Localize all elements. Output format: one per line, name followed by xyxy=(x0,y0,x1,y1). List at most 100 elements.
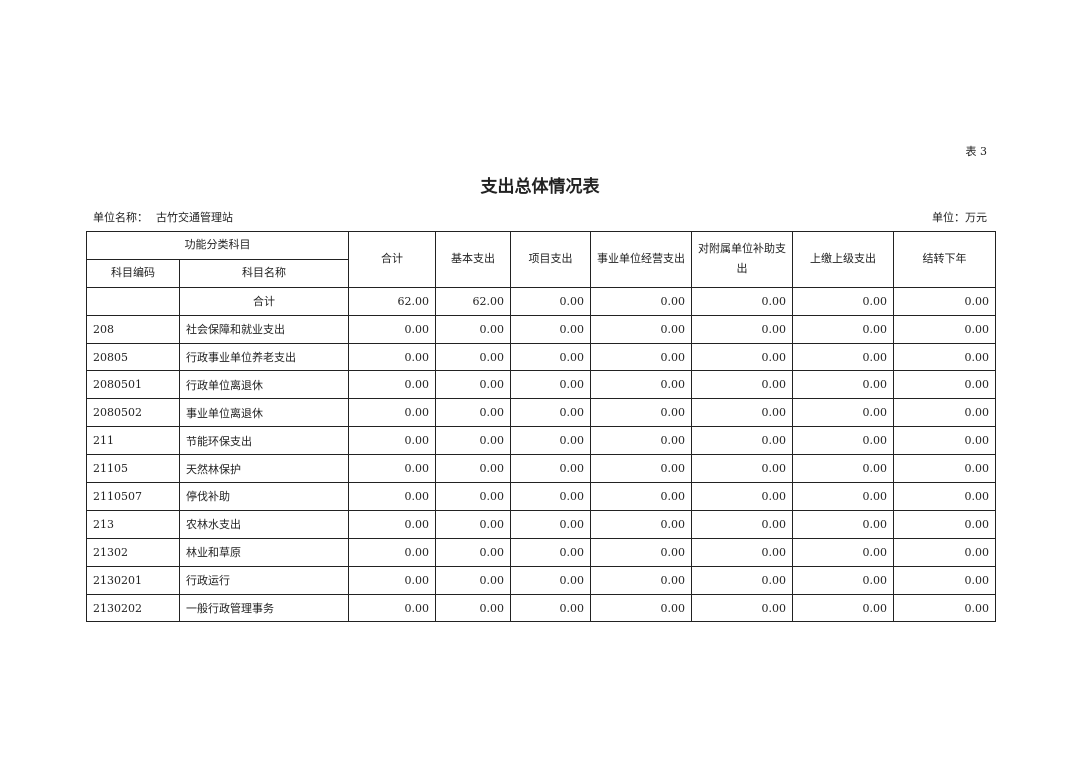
cell-value: 0.00 xyxy=(590,482,692,511)
cell-code: 2130201 xyxy=(86,565,180,595)
cell-value: 0.00 xyxy=(348,482,436,511)
cell-value: 0.00 xyxy=(893,482,996,511)
cell-value: 0.00 xyxy=(510,426,591,456)
cell-value: 0.00 xyxy=(435,426,511,456)
cell-value: 0.00 xyxy=(691,509,793,539)
unit-name: 古竹交通管理站 xyxy=(156,211,233,224)
cell-value: 0.00 xyxy=(691,426,793,456)
cell-value: 0.00 xyxy=(691,482,793,511)
cell-value: 0.00 xyxy=(510,314,591,344)
table-row: 208 社会保障和就业支出 0.00 0.00 0.00 0.00 0.00 0.00 0.00 xyxy=(86,314,996,344)
currency-unit: 单位：万元 xyxy=(932,211,987,224)
cell-code: 2130202 xyxy=(86,593,180,623)
cell-name: 社会保障和就业支出 xyxy=(179,314,349,344)
cell-code: 208 xyxy=(86,314,180,344)
table-row: 2080502 事业单位离退休 0.00 0.00 0.00 0.00 0.00 0.00 0.… xyxy=(86,398,996,428)
header-code: 科目编码 xyxy=(86,258,180,288)
cell-value: 0.00 xyxy=(691,398,793,428)
cell-value: 0.00 xyxy=(792,565,894,595)
cell-value: 0.00 xyxy=(590,370,692,400)
cell-name: 行政事业单位养老支出 xyxy=(179,342,349,372)
table-row: 2110507 停伐补助 0.00 0.00 0.00 0.00 0.00 0.00 0.00 xyxy=(86,482,996,511)
cell-value: 0.00 xyxy=(348,454,436,484)
cell-value: 0.00 xyxy=(435,565,511,595)
cell-value: 0.00 xyxy=(792,398,894,428)
cell-value: 0.00 xyxy=(510,454,591,484)
cell-value: 0.00 xyxy=(893,509,996,539)
header-project: 项目支出 xyxy=(510,231,591,288)
cell-value: 0.00 xyxy=(348,537,436,567)
cell-value: 0.00 xyxy=(348,509,436,539)
cell-value: 0.00 xyxy=(691,454,793,484)
cell-value: 0.00 xyxy=(792,286,894,316)
header-upper: 上缴上级支出 xyxy=(792,231,894,288)
cell-value: 0.00 xyxy=(590,565,692,595)
table-row: 213 农林水支出 0.00 0.00 0.00 0.00 0.00 0.00 0.00 xyxy=(86,509,996,539)
cell-name: 事业单位离退休 xyxy=(179,398,349,428)
cell-value: 0.00 xyxy=(510,398,591,428)
cell-value: 0.00 xyxy=(510,509,591,539)
table-row: 211 节能环保支出 0.00 0.00 0.00 0.00 0.00 0.00 0.00 xyxy=(86,426,996,456)
cell-code: 213 xyxy=(86,509,180,539)
header-name: 科目名称 xyxy=(179,258,349,288)
cell-value: 0.00 xyxy=(510,565,591,595)
table-row: 21105 天然林保护 0.00 0.00 0.00 0.00 0.00 0.00 0.00 xyxy=(86,454,996,484)
cell-value: 0.00 xyxy=(348,565,436,595)
cell-name: 行政单位离退休 xyxy=(179,370,349,400)
cell-code: 211 xyxy=(86,426,180,456)
cell-value: 0.00 xyxy=(435,482,511,511)
cell-value: 0.00 xyxy=(893,314,996,344)
cell-code: 2110507 xyxy=(86,482,180,511)
cell-value: 0.00 xyxy=(435,398,511,428)
unit-name-label: 单位名称： xyxy=(93,211,148,224)
cell-value: 0.00 xyxy=(691,342,793,372)
cell-value: 0.00 xyxy=(792,537,894,567)
table-row: 21302 林业和草原 0.00 0.00 0.00 0.00 0.00 0.00 0.00 xyxy=(86,537,996,567)
cell-value: 0.00 xyxy=(435,370,511,400)
cell-value: 0.00 xyxy=(510,342,591,372)
cell-value: 0.00 xyxy=(435,509,511,539)
cell-value: 0.00 xyxy=(691,537,793,567)
cell-value: 0.00 xyxy=(510,370,591,400)
cell-name: 行政运行 xyxy=(179,565,349,595)
cell-name: 停伐补助 xyxy=(179,482,349,511)
cell-value: 0.00 xyxy=(348,342,436,372)
cell-value: 0.00 xyxy=(590,537,692,567)
cell-value: 62.00 xyxy=(435,286,511,316)
header-group: 功能分类科目 xyxy=(86,231,349,260)
cell-value: 0.00 xyxy=(510,286,591,316)
cell-code: 21105 xyxy=(86,454,180,484)
cell-value: 0.00 xyxy=(348,370,436,400)
cell-value: 0.00 xyxy=(590,398,692,428)
table-row: 2130201 行政运行 0.00 0.00 0.00 0.00 0.00 0.00 0.00 xyxy=(86,565,996,595)
cell-value: 0.00 xyxy=(893,370,996,400)
cell-value: 0.00 xyxy=(435,537,511,567)
cell-value: 0.00 xyxy=(590,454,692,484)
cell-value: 0.00 xyxy=(435,342,511,372)
cell-name: 合计 xyxy=(179,286,349,316)
cell-value: 0.00 xyxy=(792,593,894,623)
page-title: 支出总体情况表 xyxy=(480,177,600,197)
cell-value: 0.00 xyxy=(348,314,436,344)
header-basic: 基本支出 xyxy=(435,231,511,288)
cell-name: 一般行政管理事务 xyxy=(179,593,349,623)
cell-value: 0.00 xyxy=(792,454,894,484)
cell-value: 0.00 xyxy=(435,454,511,484)
cell-value: 0.00 xyxy=(435,593,511,623)
cell-value: 0.00 xyxy=(792,426,894,456)
cell-value: 0.00 xyxy=(792,482,894,511)
cell-name: 林业和草原 xyxy=(179,537,349,567)
cell-value: 0.00 xyxy=(792,509,894,539)
cell-value: 0.00 xyxy=(893,537,996,567)
cell-code xyxy=(86,286,180,316)
header-business: 事业单位经营支出 xyxy=(590,231,692,288)
cell-value: 0.00 xyxy=(435,314,511,344)
cell-value: 0.00 xyxy=(590,509,692,539)
cell-value: 0.00 xyxy=(348,398,436,428)
expenditure-table: 功能分类科目 合计 基本支出 项目支出 事业单位经营支出 对附属单位补助支出 上… xyxy=(86,231,996,623)
cell-value: 0.00 xyxy=(792,342,894,372)
cell-value: 0.00 xyxy=(691,370,793,400)
cell-value: 0.00 xyxy=(348,593,436,623)
cell-name: 节能环保支出 xyxy=(179,426,349,456)
cell-value: 0.00 xyxy=(893,565,996,595)
